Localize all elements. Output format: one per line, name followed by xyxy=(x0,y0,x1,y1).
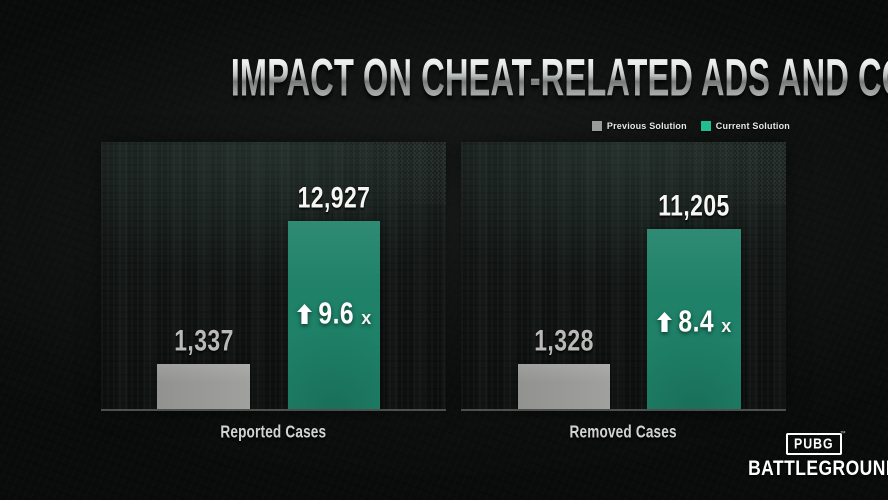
axis-baseline xyxy=(101,409,446,411)
multiplier-badge: 8.4 x xyxy=(647,304,741,339)
page-title: IMPACT ON CHEAT-RELATED ADS AND CONTENT xyxy=(231,47,888,108)
legend: Previous Solution Current Solution xyxy=(591,121,790,131)
multiplier-value: 8.4 xyxy=(678,304,714,338)
pubg-battlegrounds-logo: PUBG ™ BATTLEGROUNDS xyxy=(741,431,888,481)
bar-value-label: 1,328 xyxy=(534,323,594,357)
chart-panel-removed-cases: 1,328 11,205 8.4 x xyxy=(461,142,786,411)
legend-item-current: Current Solution xyxy=(700,121,790,131)
previous-solution-swatch-icon xyxy=(591,121,602,131)
multiplier-suffix: x xyxy=(361,308,372,328)
trademark-symbol: ™ xyxy=(839,431,846,437)
bar-value-label: 11,205 xyxy=(658,188,730,222)
bar-reported-previous: 1,337 xyxy=(157,324,250,409)
pubg-logo-box: PUBG ™ xyxy=(786,431,846,455)
increase-arrow-icon xyxy=(296,304,312,324)
axis-baseline xyxy=(461,409,786,411)
current-solution-swatch-icon xyxy=(700,121,711,131)
bar-value-label: 12,927 xyxy=(297,180,371,214)
increase-arrow-icon xyxy=(656,312,672,332)
multiplier-badge: 9.6 x xyxy=(288,296,380,331)
battlegrounds-logo-text: BATTLEGROUNDS xyxy=(748,457,888,481)
axis-label-removed-cases: Removed Cases xyxy=(569,423,678,443)
legend-label-previous: Previous Solution xyxy=(606,121,687,131)
axis-label-reported-cases: Reported Cases xyxy=(220,423,327,443)
bar-reported-current: 12,927 9.6 x xyxy=(288,181,380,409)
multiplier-value: 9.6 xyxy=(318,296,354,330)
bar-removed-previous: 1,328 xyxy=(518,324,610,409)
pubg-logo-text: PUBG xyxy=(794,435,834,452)
legend-label-current: Current Solution xyxy=(715,121,790,131)
multiplier-suffix: x xyxy=(721,316,732,336)
legend-item-previous: Previous Solution xyxy=(591,121,687,131)
chart-panel-reported-cases: 1,337 12,927 9.6 x xyxy=(101,142,446,411)
header: IMPACT ON CHEAT-RELATED ADS AND CONTENT xyxy=(0,48,888,108)
bar-value-label: 1,337 xyxy=(173,323,234,357)
bar-removed-current: 11,205 8.4 x xyxy=(647,189,741,409)
